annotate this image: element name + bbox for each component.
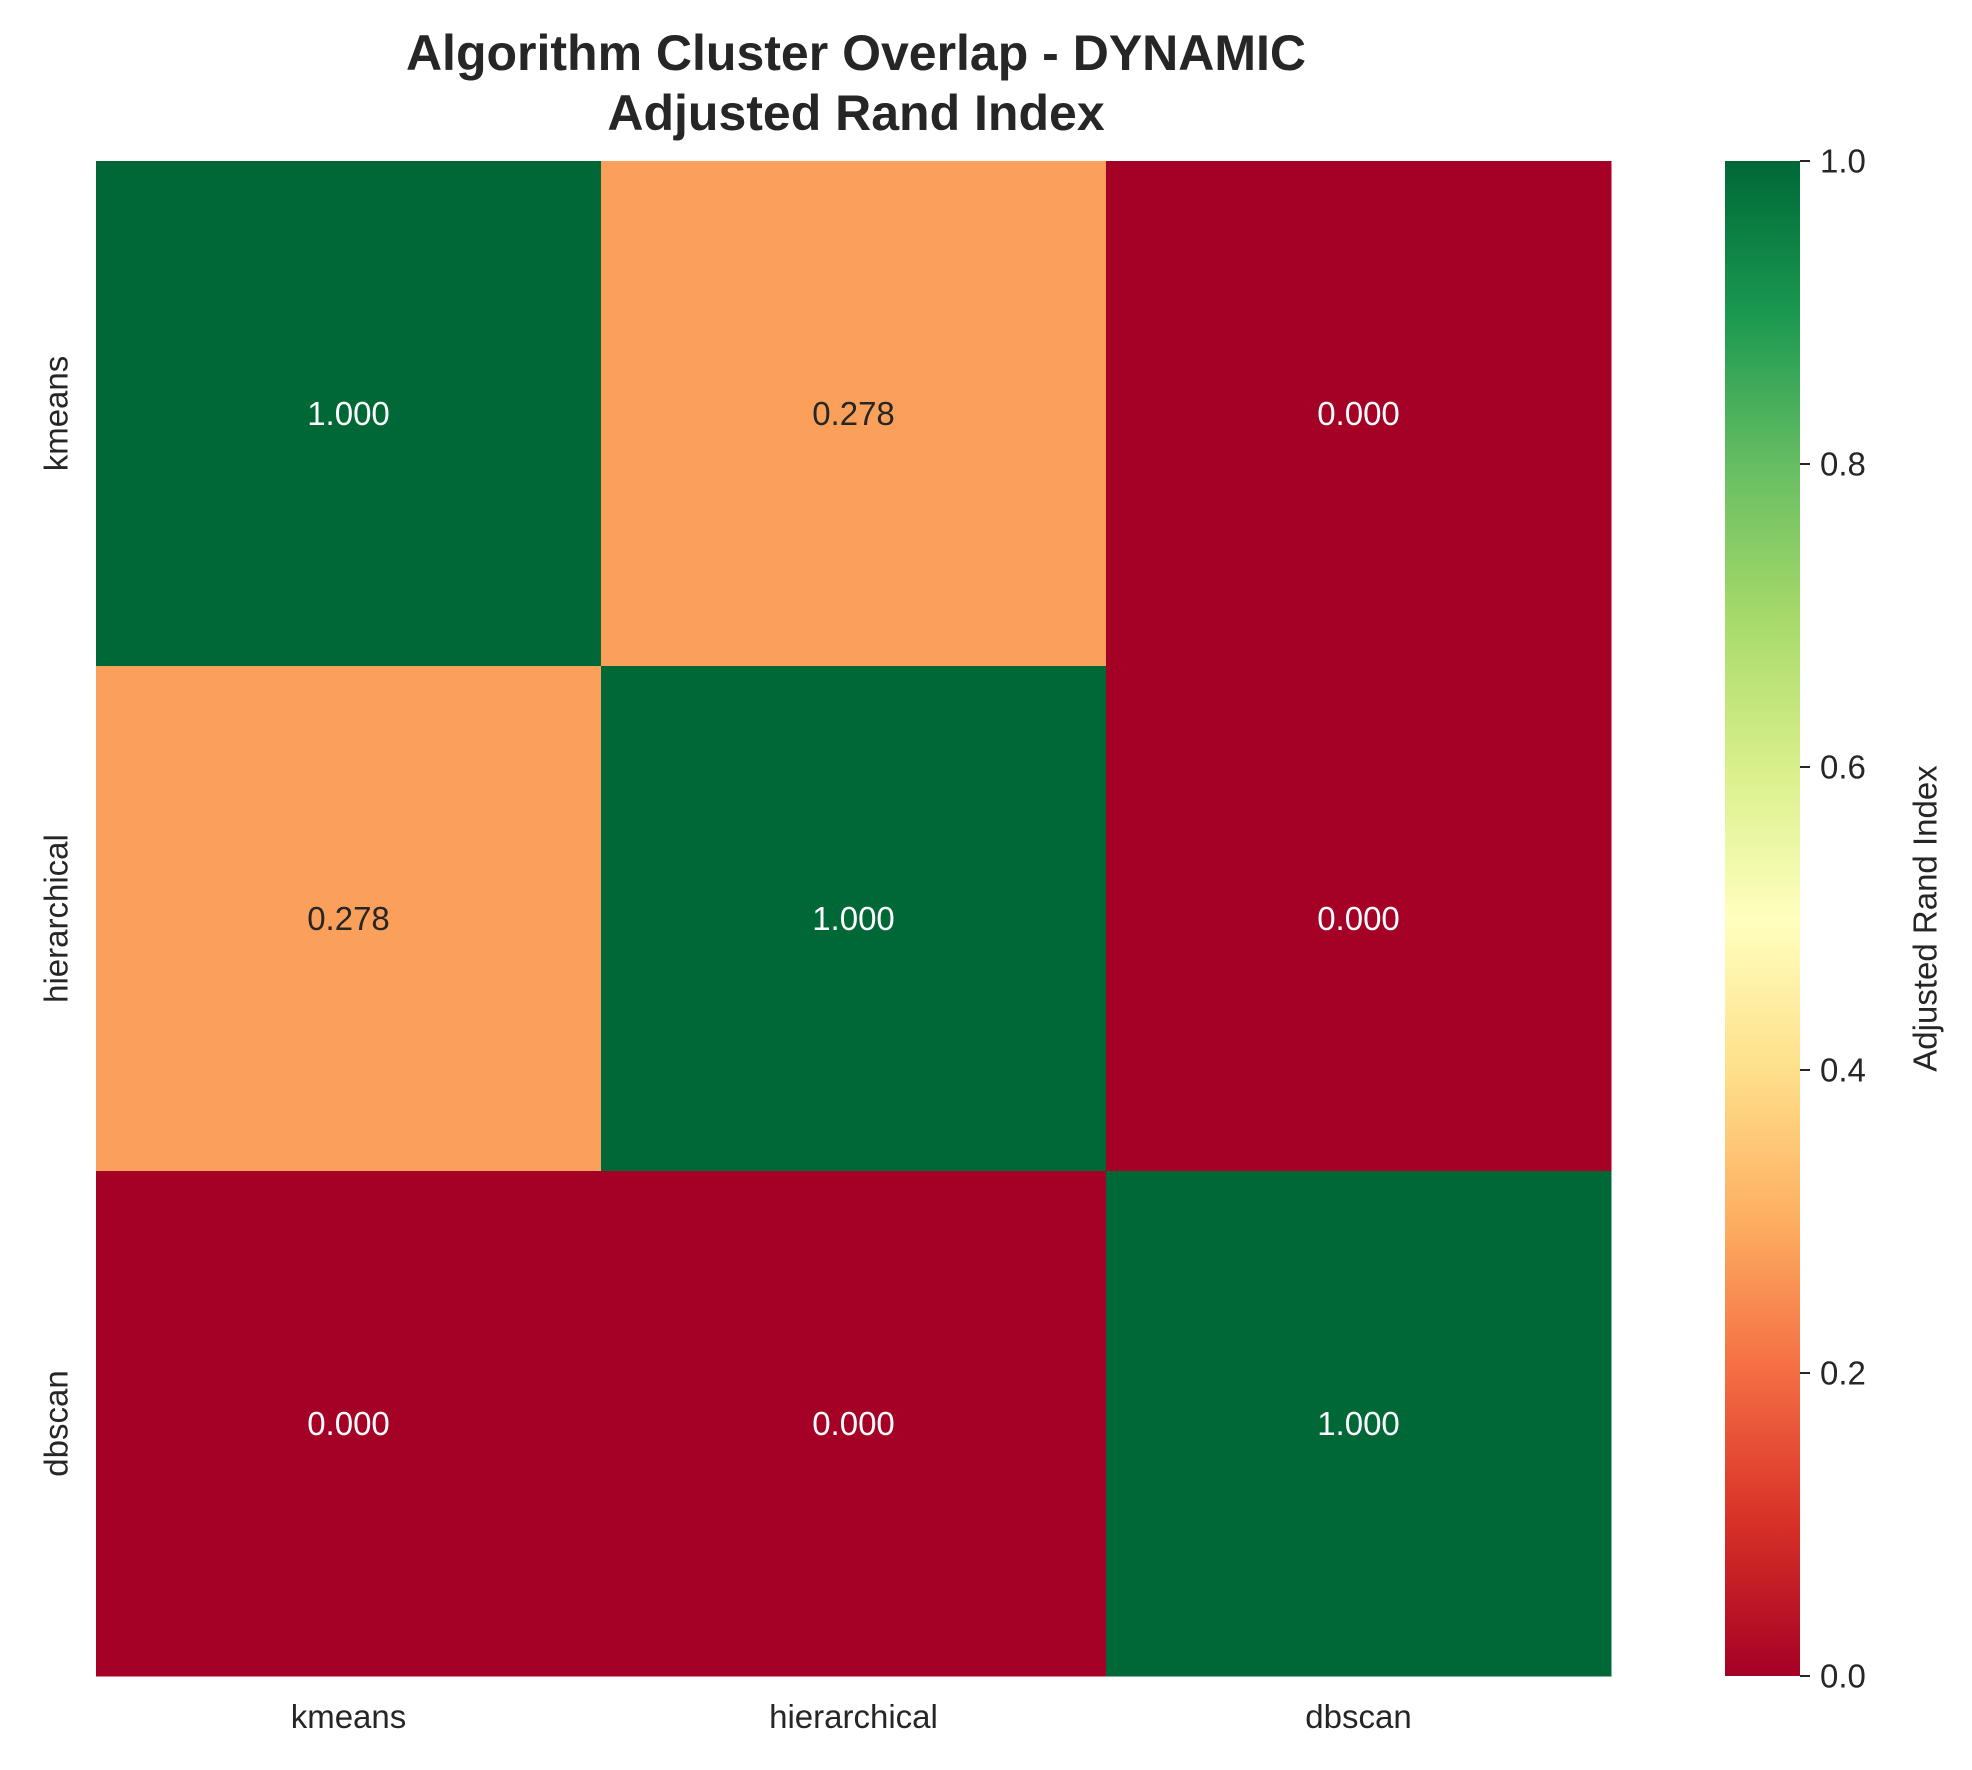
heatmap-cell bbox=[96, 161, 602, 667]
heatmap-cell bbox=[1106, 161, 1612, 667]
heatmap-cell-label: 1.000 bbox=[307, 395, 390, 432]
heatmap-cell-label: 1.000 bbox=[812, 900, 895, 937]
heatmap-cell-label: 0.000 bbox=[1317, 900, 1400, 937]
heatmap-cell-label: 0.000 bbox=[307, 1405, 390, 1442]
y-axis-ticks: kmeans hierarchical dbscan bbox=[38, 356, 75, 1477]
heatmap-cell bbox=[1106, 666, 1612, 1172]
heatmap-cell bbox=[96, 666, 602, 1172]
colorbar-tick-label: 0.8 bbox=[1820, 446, 1866, 483]
heatmap-cell bbox=[96, 1171, 602, 1677]
chart-title: Algorithm Cluster Overlap - DYNAMICAdjus… bbox=[406, 25, 1306, 141]
heatmap-cell-label: 0.000 bbox=[812, 1405, 895, 1442]
colorbar-tick-label: 1.0 bbox=[1820, 143, 1866, 180]
heatmap-cell-label: 1.000 bbox=[1317, 1405, 1400, 1442]
heatmap-cell-label: 0.278 bbox=[307, 900, 390, 937]
y-tick-label: kmeans bbox=[38, 356, 75, 472]
heatmap-cell-label: 0.278 bbox=[812, 395, 895, 432]
x-tick-label: dbscan bbox=[1305, 1698, 1411, 1735]
x-axis-ticks: kmeans hierarchical dbscan bbox=[291, 1698, 1412, 1735]
colorbar-gradient bbox=[1725, 161, 1800, 1676]
colorbar-label: Adjusted Rand Index bbox=[1907, 765, 1944, 1072]
x-tick-label: hierarchical bbox=[769, 1698, 938, 1735]
heatmap-cell-labels: 1.000 0.278 0.000 0.278 1.000 0.000 0.000 0.000… bbox=[307, 395, 1400, 1442]
y-tick-label: dbscan bbox=[38, 1370, 75, 1476]
colorbar-tick-label: 0.4 bbox=[1820, 1052, 1866, 1089]
colorbar: 0.0 0.2 0.4 0.6 0.8 1.0 Adjusted Rand Index bbox=[1725, 143, 1944, 1695]
heatmap-cells bbox=[96, 161, 1612, 1677]
heatmap-cell bbox=[1106, 1171, 1612, 1677]
y-tick-label: hierarchical bbox=[38, 834, 75, 1003]
colorbar-tick-label: 0.2 bbox=[1820, 1355, 1866, 1392]
heatmap-cell bbox=[601, 161, 1107, 667]
heatmap-cell bbox=[601, 666, 1107, 1172]
colorbar-tick-label: 0.0 bbox=[1820, 1658, 1866, 1695]
x-tick-label: kmeans bbox=[291, 1698, 407, 1735]
colorbar-tick-label: 0.6 bbox=[1820, 749, 1866, 786]
heatmap-cell bbox=[601, 1171, 1107, 1677]
chart-title-line: Adjusted Rand Index bbox=[607, 85, 1104, 141]
chart-title-line: Algorithm Cluster Overlap - DYNAMIC bbox=[406, 25, 1306, 81]
heatmap-cell-label: 0.000 bbox=[1317, 395, 1400, 432]
